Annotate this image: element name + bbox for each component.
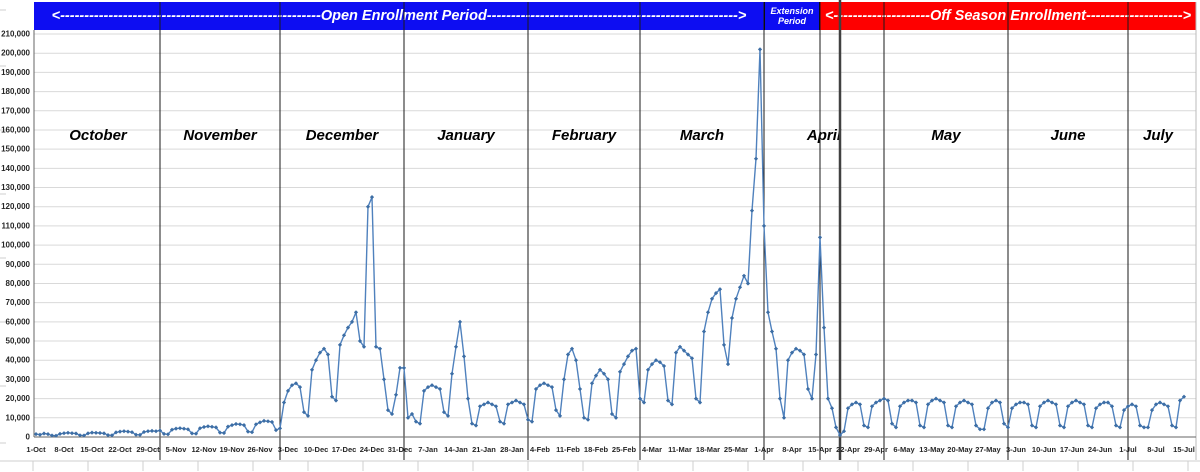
enrollment-series-markers (33, 47, 1187, 438)
x-axis-tick-label: 19-Nov (219, 445, 245, 454)
x-axis-tick-label: 8-Jul (1147, 445, 1165, 454)
x-axis-tick-label: 3-Dec (278, 445, 298, 454)
x-axis-tick-label: 18-Mar (696, 445, 720, 454)
x-axis-tick-label: 31-Dec (388, 445, 413, 454)
y-axis-tick-label: 70,000 (6, 298, 31, 307)
off-season-banner: <--------------------Off Season Enrollme… (820, 2, 1196, 30)
x-axis-tick-label: 6-May (893, 445, 915, 454)
x-axis-tick-label: 1-Jul (1119, 445, 1137, 454)
month-label: July (1143, 127, 1174, 144)
x-axis-tick-label: 15-Oct (80, 445, 104, 454)
y-axis-tick-label: 180,000 (1, 87, 30, 96)
y-axis-tick-label: 120,000 (1, 202, 30, 211)
y-axis-tick-label: 60,000 (6, 317, 31, 326)
x-axis-tick-label: 4-Mar (642, 445, 662, 454)
month-label: November (183, 127, 258, 144)
x-axis-tick-label: 11-Feb (556, 445, 580, 454)
x-axis-tick-label: 12-Nov (191, 445, 217, 454)
y-axis-tick-label: 210,000 (1, 30, 30, 39)
x-axis-tick-label: 8-Apr (782, 445, 802, 454)
x-axis-tick-label: 18-Feb (584, 445, 609, 454)
x-axis-tick-label: 28-Jan (500, 445, 524, 454)
extension-period-line2: Period (777, 16, 806, 26)
month-label: October (69, 127, 128, 144)
x-axis-tick-label: 1-Oct (26, 445, 46, 454)
y-axis-tick-label: 0 (26, 433, 31, 442)
x-axis-tick-label: 11-Mar (668, 445, 692, 454)
x-axis-tick-label: 21-Jan (472, 445, 496, 454)
y-axis-tick-label: 20,000 (6, 394, 31, 403)
month-label: June (1050, 127, 1085, 144)
x-axis-tick-label: 29-Apr (864, 445, 888, 454)
x-axis-tick-label: 1-Apr (754, 445, 774, 454)
y-axis-tick-label: 130,000 (1, 183, 30, 192)
off-season-banner-label: <--------------------Off Season Enrollme… (824, 8, 1192, 24)
y-axis-tick-label: 50,000 (6, 337, 31, 346)
x-axis-tick-label: 13-May (919, 445, 945, 454)
x-axis-tick-label: 15-Apr (808, 445, 832, 454)
y-axis-tick-label: 160,000 (1, 125, 30, 134)
y-axis-tick-label: 40,000 (6, 356, 31, 365)
x-axis-tick-label: 17-Dec (332, 445, 357, 454)
open-enrollment-banner-label: <---------------------------------------… (51, 8, 747, 24)
x-axis-tick-label: 22-Oct (108, 445, 132, 454)
y-axis-tick-label: 90,000 (6, 260, 31, 269)
x-axis-tick-label: 24-Jun (1088, 445, 1113, 454)
y-axis-tick-label: 150,000 (1, 145, 30, 154)
x-axis-tick-label: 4-Feb (530, 445, 550, 454)
x-axis-tick-label: 25-Feb (612, 445, 637, 454)
x-axis-tick-label: 25-Mar (724, 445, 748, 454)
y-axis-tick-label: 30,000 (6, 375, 31, 384)
x-axis-tick-label: 22-Apr (836, 445, 860, 454)
x-axis-tick-label: 14-Jan (444, 445, 468, 454)
x-axis-tick-label: 24-Dec (360, 445, 385, 454)
x-axis-tick-label: 17-Jun (1060, 445, 1085, 454)
x-axis-tick-label: 10-Jun (1032, 445, 1057, 454)
y-axis-tick-label: 170,000 (1, 106, 30, 115)
y-axis-tick-label: 10,000 (6, 413, 31, 422)
y-axis-tick-label: 140,000 (1, 164, 30, 173)
extension-period-banner: Extension Period (764, 2, 820, 30)
month-label: May (931, 127, 961, 144)
y-axis-tick-label: 80,000 (6, 279, 31, 288)
x-axis-tick-label: 7-Jan (418, 445, 438, 454)
y-axis-tick-label: 190,000 (1, 68, 30, 77)
month-label: February (552, 127, 617, 144)
x-axis-tick-label: 8-Oct (54, 445, 74, 454)
y-axis-tick-label: 110,000 (2, 221, 31, 230)
month-label: April (806, 127, 842, 144)
x-axis-tick-label: 5-Nov (166, 445, 188, 454)
y-axis-tick-label: 100,000 (1, 241, 30, 250)
y-axis-tick-label: 200,000 (1, 49, 30, 58)
x-axis-tick-label: 29-Oct (136, 445, 160, 454)
month-label: December (306, 127, 380, 144)
enrollment-series-line (35, 48, 1185, 437)
month-label: March (680, 127, 724, 144)
x-axis-tick-label: 26-Nov (247, 445, 273, 454)
extension-period-line1: Extension (770, 6, 814, 16)
x-axis-tick-label: 10-Dec (304, 445, 329, 454)
month-label: January (437, 127, 495, 144)
x-axis-tick-label: 20-May (947, 445, 973, 454)
open-enrollment-banner: <---------------------------------------… (34, 2, 764, 30)
x-axis-tick-label: 3-Jun (1006, 445, 1026, 454)
x-axis-tick-label: 15-Jul (1173, 445, 1195, 454)
x-axis-tick-label: 27-May (975, 445, 1001, 454)
